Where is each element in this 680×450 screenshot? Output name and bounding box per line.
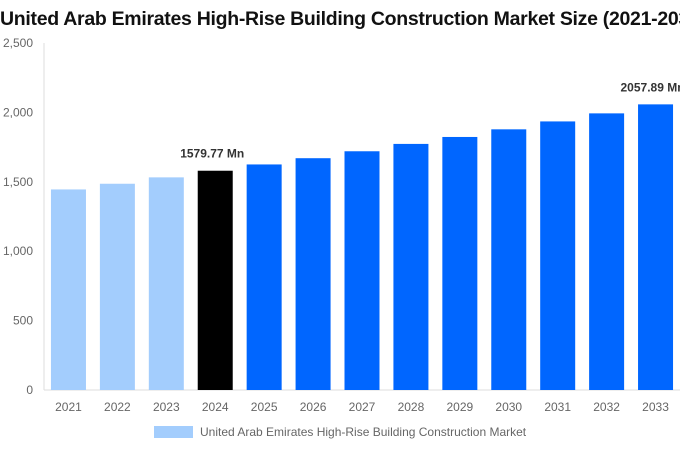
bar-2032 [589,113,625,391]
bar-2024 [197,170,233,390]
data-label: 1579.77 Mn [180,147,244,161]
bar-2026 [295,158,331,390]
x-tick-label: 2021 [55,400,82,414]
bar-2031 [540,121,576,390]
x-tick-label: 2032 [593,400,620,414]
legend[interactable]: United Arab Emirates High-Rise Building … [154,425,526,439]
legend-label: United Arab Emirates High-Rise Building … [200,425,527,439]
x-tick-label: 2031 [544,400,571,414]
bar-2025 [246,164,282,390]
x-tick-label: 2029 [446,400,473,414]
bar-2033 [638,104,674,390]
data-label: 2057.89 Mn [621,80,680,94]
bar-2028 [393,143,429,390]
x-tick-label: 2026 [300,400,327,414]
bar-2030 [491,129,527,390]
bar-2021 [50,189,86,390]
x-tick-label: 2030 [495,400,522,414]
bar-2022 [99,183,135,390]
y-tick-label: 2,500 [3,36,33,50]
x-tick-label: 2027 [349,400,376,414]
y-tick-label: 1,500 [3,175,33,189]
y-tick-label: 0 [26,383,33,397]
x-tick-label: 2033 [642,400,669,414]
legend-swatch [154,426,193,438]
x-tick-label: 2025 [251,400,278,414]
x-tick-label: 2024 [202,400,229,414]
y-tick-label: 500 [13,314,33,328]
x-tick-label: 2022 [104,400,131,414]
y-tick-label: 1,000 [3,244,33,258]
x-tick-label: 2028 [398,400,425,414]
bar-2029 [442,136,478,390]
bar-2027 [344,151,380,390]
x-tick-label: 2023 [153,400,180,414]
chart-title: United Arab Emirates High-Rise Building … [0,8,680,30]
y-tick-label: 2,000 [3,105,33,119]
bar-2023 [148,177,184,390]
